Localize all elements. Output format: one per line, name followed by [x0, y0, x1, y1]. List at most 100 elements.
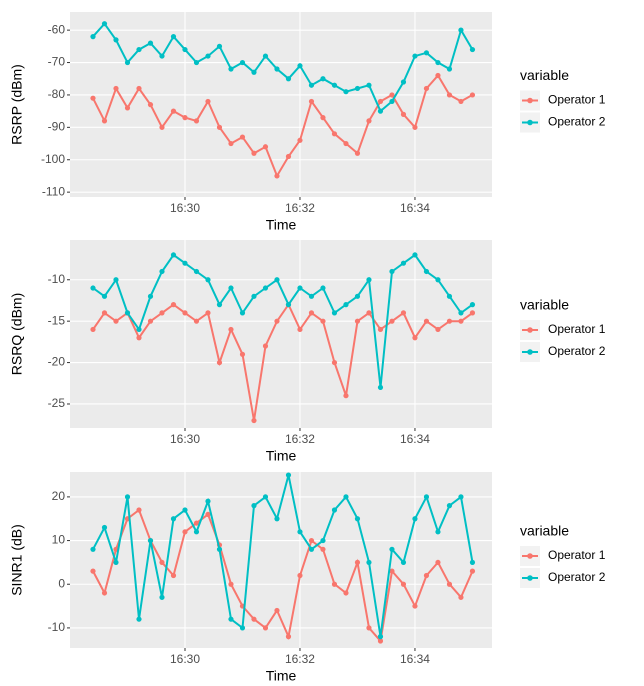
series-line [92, 474, 474, 637]
data-point [435, 277, 441, 283]
data-point [101, 310, 108, 316]
data-point [274, 516, 280, 522]
data-point [331, 82, 338, 88]
data-point [412, 252, 418, 258]
y-tick-label: -90 [48, 120, 66, 134]
data-point [113, 318, 119, 324]
x-axis-title: Time [266, 448, 297, 464]
data-point [435, 326, 441, 333]
data-point [90, 326, 96, 333]
y-tick-label: -70 [48, 55, 66, 69]
data-point [159, 559, 165, 566]
data-point [182, 46, 188, 53]
data-point [251, 150, 257, 156]
data-point [136, 326, 142, 333]
y-axis-title: SINR1 (dB) [9, 524, 25, 596]
series-line [92, 253, 474, 388]
data-point [136, 335, 142, 341]
data-point [331, 359, 338, 366]
data-point [205, 511, 211, 517]
data-point [331, 507, 338, 513]
data-point [343, 494, 349, 500]
panel: -10 0 10 20 16:30 16:32 16:34 Time SINR1 (dB) var… [9, 472, 606, 684]
data-point [205, 98, 211, 105]
data-point [170, 572, 177, 579]
data-point [170, 301, 177, 308]
data-point [251, 417, 257, 424]
data-point [274, 173, 280, 179]
data-point [170, 34, 177, 40]
data-point [147, 40, 154, 46]
data-point [354, 516, 361, 522]
y-tick-label: -10 [48, 272, 66, 286]
x-tick-label: 16:32 [285, 652, 315, 666]
data-point [170, 252, 177, 258]
y-tick-label: -10 [48, 620, 66, 634]
data-point [435, 59, 441, 66]
data-point [228, 326, 234, 333]
data-point [228, 616, 234, 622]
data-point [389, 92, 395, 98]
data-point [239, 59, 246, 66]
data-point [446, 66, 453, 72]
data-point [262, 285, 269, 291]
legend-key-point [527, 553, 533, 559]
data-point [400, 260, 407, 266]
y-tick-label: -80 [48, 87, 66, 101]
data-point [366, 310, 372, 316]
y-tick-label: 0 [58, 576, 65, 590]
data-point [147, 102, 154, 108]
data-point [400, 310, 407, 316]
data-point [159, 53, 165, 59]
data-point [239, 310, 246, 316]
legend-title: variable [520, 67, 569, 83]
data-point [343, 393, 349, 399]
data-point [400, 559, 407, 566]
data-point [469, 568, 476, 574]
legend-label: Operator 2 [548, 570, 606, 584]
data-point [320, 76, 326, 82]
y-tick-label: 20 [52, 489, 66, 503]
data-point [182, 529, 188, 535]
data-point [297, 285, 303, 291]
legend-title: variable [520, 297, 569, 313]
data-point [113, 559, 119, 566]
data-point [297, 63, 303, 69]
x-tick-label: 16:30 [170, 432, 200, 446]
data-point [389, 546, 395, 552]
data-point [412, 124, 418, 130]
data-point [274, 277, 280, 283]
data-point [285, 301, 292, 308]
data-point [193, 318, 200, 324]
data-point [389, 318, 395, 324]
data-point [262, 144, 269, 150]
data-point [170, 516, 177, 522]
data-point [446, 293, 453, 299]
data-point [101, 21, 108, 27]
data-point [389, 98, 395, 105]
data-point [251, 503, 257, 509]
data-point [136, 616, 142, 622]
data-point [320, 285, 326, 291]
data-point [435, 72, 441, 79]
x-tick-label: 16:30 [170, 201, 200, 215]
series-line [92, 508, 474, 644]
x-axis-title: Time [266, 668, 297, 684]
x-tick-label: 16:32 [285, 432, 315, 446]
data-point [331, 310, 338, 316]
data-point [435, 559, 441, 566]
data-point [412, 603, 418, 609]
data-point [205, 277, 211, 283]
data-point [285, 472, 292, 478]
data-point [343, 89, 349, 95]
data-point [262, 53, 269, 59]
y-tick-label: -15 [48, 313, 66, 327]
data-point [423, 494, 430, 500]
y-tick-label: -60 [48, 22, 66, 36]
y-tick-label: -20 [48, 355, 66, 369]
data-point [182, 507, 188, 513]
data-point [354, 150, 361, 156]
plot-background [70, 240, 492, 428]
legend-label: Operator 1 [548, 93, 606, 107]
